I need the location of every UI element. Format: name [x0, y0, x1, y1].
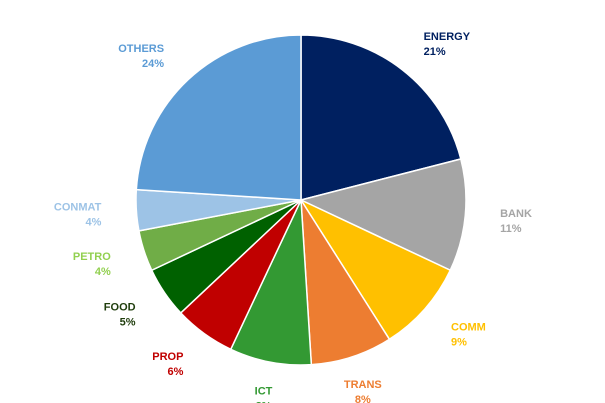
pie-label-value: 5%	[120, 316, 136, 328]
pie-label-energy: ENERGY 21%	[424, 31, 471, 58]
pie-labels: ENERGY 21% BANK 11% COMM 9% TRANS 8% ICT 8% PROP 6%…	[54, 31, 532, 403]
pie-label-name: TRANS	[344, 379, 382, 391]
pie-label-trans: TRANS 8%	[344, 379, 382, 403]
pie-label-conmat: CONMAT 4%	[54, 202, 102, 229]
pie-label-value: 24%	[142, 58, 164, 70]
pie-label-name: FOOD	[104, 301, 136, 313]
pie-slice-comm	[298, 198, 452, 341]
pie-slice-others	[135, 34, 302, 201]
pie-label-value: 8%	[355, 394, 371, 403]
pie-label-petro: PETRO 4%	[73, 251, 111, 278]
pie-label-value: 4%	[95, 266, 111, 278]
pie-slice-bank	[298, 158, 467, 272]
pie-label-name: CONMAT	[54, 202, 102, 214]
pie-label-name: OTHERS	[118, 43, 164, 55]
pie-label-name: PETRO	[73, 251, 111, 263]
pie-label-name: BANK	[500, 208, 532, 220]
pie-slices	[135, 34, 467, 366]
pie-label-name: ICT	[255, 385, 273, 397]
pie-label-prop: PROP 6%	[152, 351, 183, 378]
pie-label-name: COMM	[451, 321, 486, 333]
pie-slice-energy	[300, 34, 462, 201]
pie-label-value: 21%	[424, 46, 446, 58]
pie-label-value: 6%	[168, 366, 184, 378]
pie-label-ict: ICT 8%	[255, 385, 273, 403]
pie-label-value: 11%	[500, 223, 522, 235]
pie-label-value: 4%	[85, 217, 101, 229]
pie-label-comm: COMM 9%	[451, 321, 486, 348]
pie-label-food: FOOD 5%	[104, 301, 136, 328]
pie-label-name: ENERGY	[424, 31, 471, 43]
pie-label-name: PROP	[152, 351, 183, 363]
pie-label-bank: BANK 11%	[500, 208, 532, 235]
pie-label-value: 8%	[256, 400, 272, 403]
pie-label-others: OTHERS 24%	[118, 43, 164, 70]
pie-label-value: 9%	[451, 336, 467, 348]
